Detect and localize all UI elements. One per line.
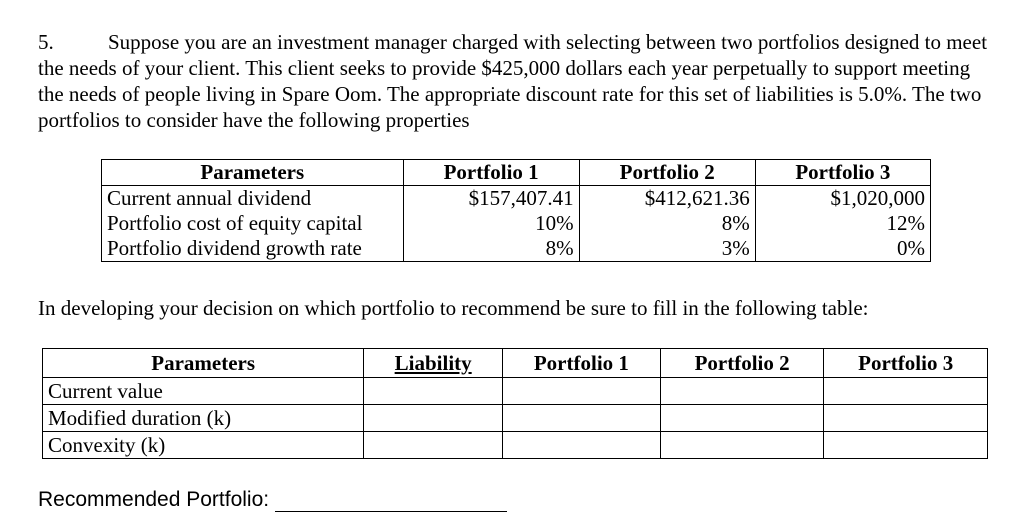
col-header-portfolio-1: Portfolio 1: [501, 348, 661, 378]
col-header-portfolio-2: Portfolio 2: [578, 159, 756, 186]
empty-cell[interactable]: [501, 431, 661, 459]
empty-cell[interactable]: [363, 377, 503, 405]
cell-value: 12%: [754, 211, 932, 236]
cell-value: $412,621.36: [578, 185, 756, 211]
col-header-liability: Liability: [363, 348, 503, 378]
cell-value: 3%: [578, 236, 756, 262]
table-row: Convexity (k): [41, 431, 988, 459]
row-label: Current annual dividend: [101, 185, 404, 211]
table-header-row: Parameters Liability Portfolio 1 Portfol…: [41, 348, 988, 378]
col-header-portfolio-2: Portfolio 2: [659, 348, 825, 378]
question-number: 5.: [38, 30, 54, 54]
table-row: Portfolio dividend growth rate 8% 3% 0%: [101, 236, 932, 262]
row-label: Portfolio dividend growth rate: [101, 236, 404, 262]
table-row: Current value: [41, 377, 988, 405]
empty-cell[interactable]: [823, 431, 988, 459]
recommendation-blank[interactable]: [275, 491, 508, 512]
cell-value: 8%: [578, 211, 756, 236]
col-header-parameters: Parameters: [101, 159, 404, 186]
row-label: Portfolio cost of equity capital: [101, 211, 404, 236]
col-header-portfolio-1: Portfolio 1: [402, 159, 580, 186]
instruction-text: In developing your decision on which por…: [38, 296, 869, 320]
portfolio-properties-table: Parameters Portfolio 1 Portfolio 2 Portf…: [101, 159, 932, 262]
recommendation-label: Recommended Portfolio:: [38, 488, 270, 511]
question-text: Suppose you are an investment manager ch…: [38, 30, 988, 132]
cell-value: $157,407.41: [402, 185, 580, 211]
empty-cell[interactable]: [823, 404, 988, 432]
question-paragraph: 5. Suppose you are an investment manager …: [38, 29, 998, 133]
cell-value: 10%: [402, 211, 580, 236]
recommendation: Recommended Portfolio:: [38, 488, 508, 512]
cell-value: 8%: [402, 236, 580, 262]
empty-cell[interactable]: [501, 404, 661, 432]
cell-value: 0%: [754, 236, 932, 262]
col-header-parameters: Parameters: [41, 348, 365, 378]
empty-cell[interactable]: [823, 377, 988, 405]
table-row: Portfolio cost of equity capital 10% 8% …: [101, 211, 932, 236]
empty-cell[interactable]: [363, 431, 503, 459]
fill-in-table: Parameters Liability Portfolio 1 Portfol…: [41, 348, 988, 459]
table-row: Current annual dividend $157,407.41 $412…: [101, 185, 932, 211]
empty-cell[interactable]: [501, 377, 661, 405]
row-label: Convexity (k): [41, 431, 365, 459]
empty-cell[interactable]: [659, 404, 825, 432]
row-label: Modified duration (k): [41, 404, 365, 432]
empty-cell[interactable]: [363, 404, 503, 432]
col-header-portfolio-3: Portfolio 3: [823, 348, 988, 378]
cell-value: $1,020,000: [754, 185, 932, 211]
table-row: Modified duration (k): [41, 404, 988, 432]
col-header-portfolio-3: Portfolio 3: [754, 159, 932, 186]
empty-cell[interactable]: [659, 377, 825, 405]
table-header-row: Parameters Portfolio 1 Portfolio 2 Portf…: [101, 159, 932, 186]
row-label: Current value: [41, 377, 365, 405]
empty-cell[interactable]: [659, 431, 825, 459]
